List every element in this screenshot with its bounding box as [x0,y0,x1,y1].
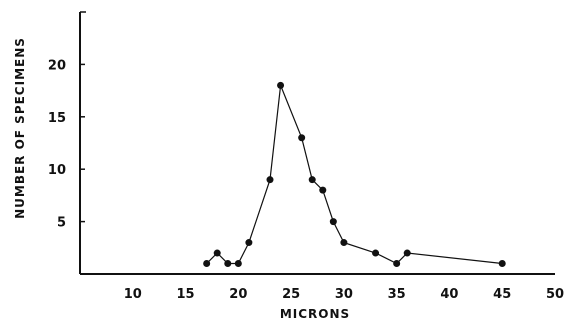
x-tick-label: 35 [388,287,406,302]
x-tick-label: 40 [440,287,458,302]
y-ticks: 5 10 15 20 [48,11,86,231]
x-ticks: 10 15 20 25 30 35 40 45 50 [124,287,564,302]
y-tick-label: 5 [57,216,66,231]
data-point [319,186,327,194]
data-point [498,260,506,268]
data-points [203,81,506,268]
data-point [234,260,242,268]
series-line [206,85,503,265]
y-tick-label: 15 [48,111,66,126]
data-point [277,81,285,89]
data-point [298,134,306,142]
data-point [213,249,221,257]
y-axis-title: NUMBER OF SPECIMENS [13,37,27,219]
data-point [393,260,401,268]
data-point [224,260,232,268]
data-point [203,260,211,268]
data-point [329,218,337,226]
x-tick-label: 25 [282,287,300,302]
x-tick-label: 15 [177,287,195,302]
x-tick-label: 45 [493,287,511,302]
axes [79,12,555,275]
x-tick-label: 20 [229,287,247,302]
data-point [266,176,274,184]
x-tick-label: 50 [546,287,564,302]
data-point [372,249,380,257]
y-tick-label: 20 [48,58,66,73]
x-axis-title: MICRONS [280,307,350,321]
data-point [308,176,316,184]
x-tick-label: 30 [335,287,353,302]
y-tick-label: 10 [48,163,66,178]
data-point [403,249,411,257]
data-point [245,239,253,247]
x-tick-label: 10 [124,287,142,302]
data-point [340,239,348,247]
